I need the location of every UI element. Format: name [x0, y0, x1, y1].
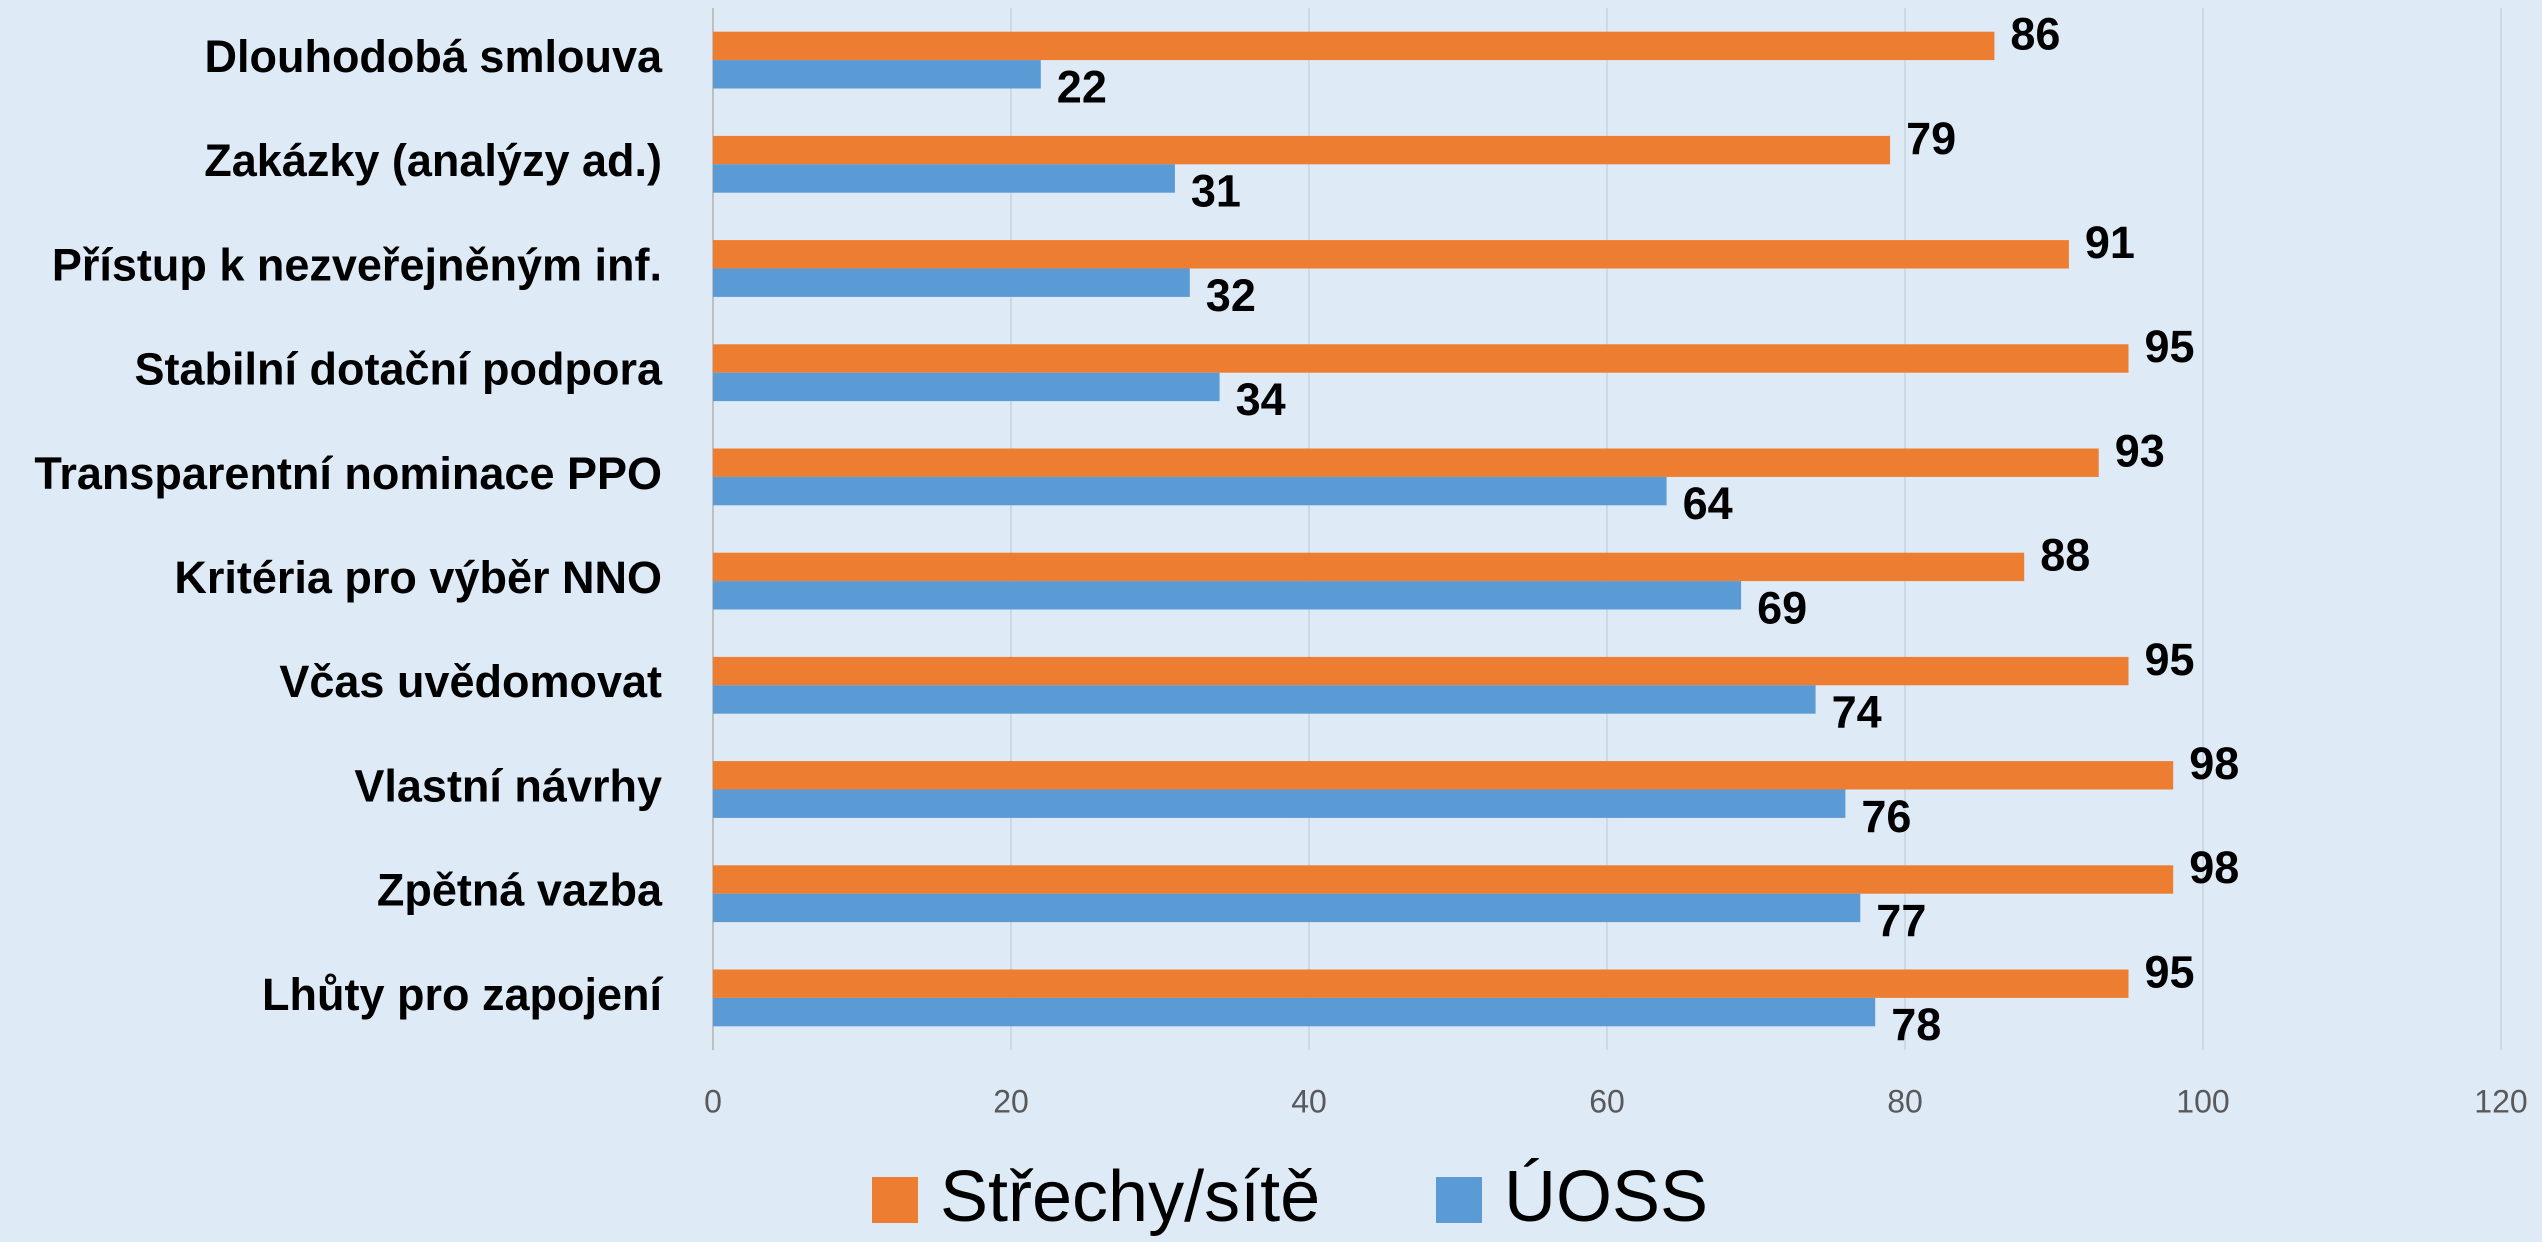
bar — [713, 164, 1175, 193]
legend-swatch — [1436, 1177, 1482, 1223]
x-tick-label: 120 — [2474, 1083, 2527, 1119]
data-label: 78 — [1891, 999, 1941, 1050]
x-tick-label: 0 — [704, 1083, 722, 1119]
data-label: 95 — [2145, 321, 2195, 372]
data-label: 98 — [2189, 842, 2239, 893]
y-tick-label: Stabilní dotační podpora — [135, 344, 663, 395]
data-label: 32 — [1206, 270, 1256, 321]
y-tick-label: Lhůty pro zapojení — [262, 969, 663, 1020]
data-label: 86 — [2010, 9, 2060, 60]
bar — [713, 893, 1861, 923]
y-tick-label: Zakázky (analýzy ad.) — [204, 135, 662, 186]
bar — [713, 31, 1995, 61]
data-label: 88 — [2040, 530, 2090, 581]
data-label: 77 — [1876, 895, 1926, 946]
y-tick-label: Vlastní návrhy — [354, 760, 662, 811]
data-label: 22 — [1057, 61, 1107, 112]
data-label: 93 — [2115, 425, 2165, 476]
legend-swatch — [872, 1177, 918, 1223]
y-tick-label: Dlouhodobá smlouva — [204, 31, 662, 82]
bar — [713, 789, 1846, 818]
bar — [713, 344, 2129, 373]
bar — [713, 761, 2174, 790]
legend-label: Střechy/sítě — [940, 1157, 1320, 1237]
x-tick-label: 100 — [2176, 1083, 2229, 1119]
data-label: 31 — [1191, 166, 1241, 217]
data-label: 64 — [1683, 478, 1733, 529]
y-tick-label: Transparentní nominace PPO — [34, 448, 662, 499]
data-label: 79 — [1906, 113, 1956, 164]
data-label: 69 — [1757, 582, 1807, 633]
x-tick-label: 60 — [1589, 1083, 1625, 1119]
bar — [713, 476, 1667, 506]
bar — [713, 581, 1742, 610]
data-label: 98 — [2189, 738, 2239, 789]
legend-label: ÚOSS — [1504, 1157, 1708, 1237]
bar — [713, 552, 2025, 582]
bar — [713, 240, 2069, 269]
y-tick-label: Kritéria pro výběr NNO — [174, 552, 662, 603]
data-label: 74 — [1832, 687, 1882, 738]
bar — [713, 448, 2099, 477]
bar — [713, 865, 2174, 894]
bar — [713, 372, 1220, 402]
bar — [713, 997, 1876, 1027]
bar — [713, 656, 2129, 686]
x-tick-label: 20 — [993, 1083, 1029, 1119]
x-tick-label: 40 — [1291, 1083, 1327, 1119]
bar — [713, 135, 1891, 165]
bar — [713, 969, 2129, 998]
bar — [713, 60, 1041, 89]
y-tick-label: Přístup k nezveřejněným inf. — [52, 239, 662, 290]
y-tick-label: Včas uvědomovat — [279, 656, 662, 707]
data-label: 34 — [1236, 374, 1286, 425]
bar — [713, 685, 1816, 714]
data-label: 76 — [1861, 791, 1911, 842]
y-tick-label: Zpětná vazba — [377, 865, 663, 916]
bar — [713, 268, 1190, 297]
x-tick-label: 80 — [1887, 1083, 1923, 1119]
data-label: 91 — [2085, 217, 2135, 268]
data-label: 95 — [2145, 946, 2195, 997]
data-label: 95 — [2145, 634, 2195, 685]
